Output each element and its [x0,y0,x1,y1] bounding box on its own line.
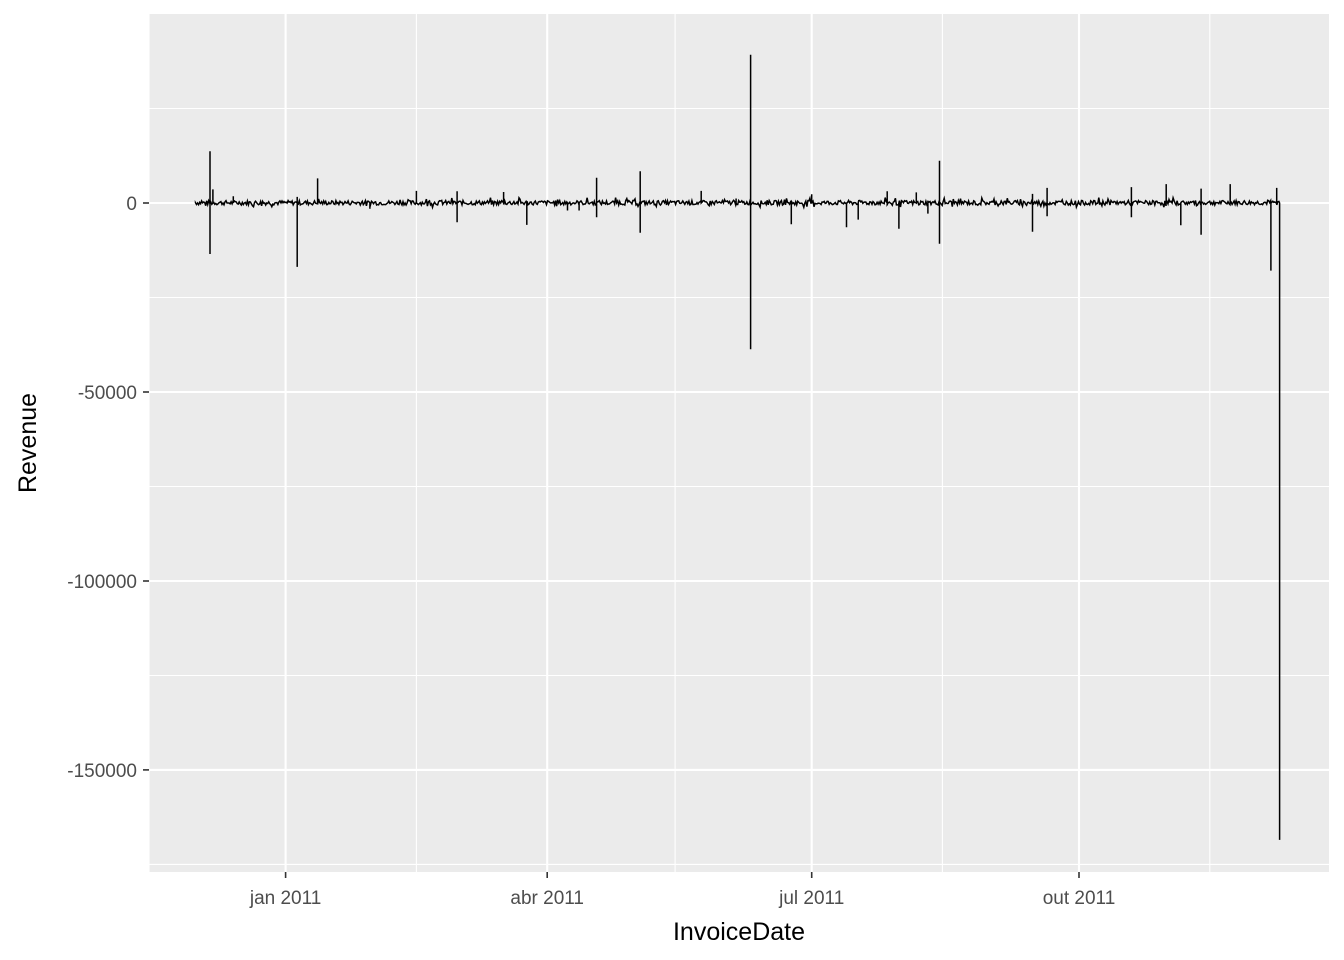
plot-panel [149,14,1329,872]
y-tick-label: -100000 [67,572,137,593]
axes: 0 -50000 -100000 -150000 jan 2011 abr 2011 jul… [67,194,1115,909]
x-tick-label: jul 2011 [778,888,844,909]
y-tick-label: -150000 [67,761,137,782]
y-axis-title: Revenue [14,393,42,493]
y-tick-label: 0 [126,194,137,215]
y-tick-label: -50000 [78,383,137,404]
x-tick-label: out 2011 [1043,888,1116,909]
x-axis-title: InvoiceDate [673,918,805,946]
revenue-line [194,54,1281,840]
x-tick-label: jan 2011 [249,888,322,909]
series-group [194,54,1281,840]
x-tick-label: abr 2011 [510,888,584,909]
